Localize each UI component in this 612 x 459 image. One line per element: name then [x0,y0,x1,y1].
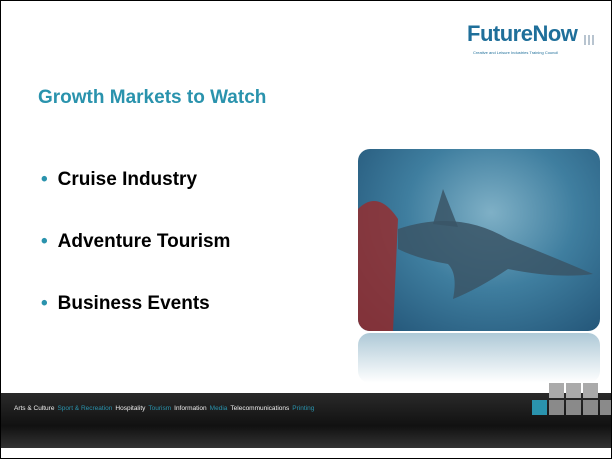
photo-reflection [358,333,600,383]
sector: Hospitality [115,405,145,412]
footer-square [566,383,581,398]
footer-bar [1,393,611,448]
sector: Printing [292,405,314,412]
footer-square [549,400,564,415]
footer-square [600,400,611,415]
logo-icon [584,35,594,45]
slide-title: Growth Markets to Watch [38,87,266,109]
footer-square [583,400,598,415]
sector: Information [174,405,207,412]
bullet: Cruise Industry [41,169,197,191]
footer-square [566,400,581,415]
sector: Sport & Recreation [57,405,112,412]
logo-name: FutureNow [467,21,577,47]
photo-art [358,149,600,331]
footer-square [532,400,547,415]
sector: Arts & Culture [14,405,54,412]
bullet: Business Events [41,293,210,315]
bullet: Adventure Tourism [41,231,230,253]
sector: Media [210,405,228,412]
sector: Telecommunications [230,405,289,412]
footer-square [583,383,598,398]
footer-square [549,383,564,398]
photo [358,149,600,331]
logo-tagline: Creative and Leisure Industries Training… [473,50,558,55]
sector: Tourism [148,405,171,412]
slide: FutureNow Creative and Leisure Industrie… [0,0,612,459]
